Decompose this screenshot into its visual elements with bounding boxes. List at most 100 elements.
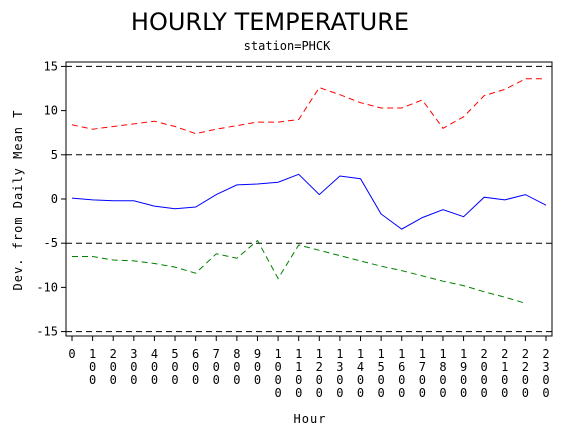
series-line [71,173,547,230]
x-tick-char: 2 [522,347,529,361]
x-tick-char: 2 [542,347,549,361]
x-tick-char: 2 [110,347,117,361]
x-tick-char: 0 [192,373,199,387]
x-tick-char: 1 [439,347,446,361]
x-tick-char: 0 [336,386,343,400]
x-tick-char: 0 [336,373,343,387]
x-tick-char: 0 [254,373,261,387]
x-tick-char: 0 [357,386,364,400]
x-tick-char: 0 [501,373,508,387]
x-tick-label: 0 [68,347,75,361]
x-tick-char: 0 [295,373,302,387]
x-tick-char: 0 [213,360,220,374]
x-tick-char: 1 [378,347,385,361]
x-tick-char: 2 [522,360,529,374]
y-tick-label: -15 [36,325,58,339]
x-tick-char: 0 [501,386,508,400]
x-tick-char: 0 [481,373,488,387]
x-tick-char: 1 [295,360,302,374]
x-tick-char: 0 [89,373,96,387]
x-tick-char: 2 [316,360,323,374]
x-tick-char: 3 [336,360,343,374]
y-tick-label: 0 [51,192,58,206]
y-tick-label: 15 [44,59,58,73]
x-tick-char: 1 [357,347,364,361]
x-tick-char: 1 [295,347,302,361]
x-tick-char: 0 [522,373,529,387]
x-tick-char: 0 [419,386,426,400]
x-tick-char: 0 [151,360,158,374]
y-tick-label: 5 [51,148,58,162]
x-tick-char: 0 [274,386,281,400]
x-tick-char: 0 [398,386,405,400]
x-tick-char: 0 [357,373,364,387]
x-tick-char: 1 [398,347,405,361]
x-tick-char: 9 [460,360,467,374]
x-tick-char: 0 [213,373,220,387]
chart-subtitle: station=PHCK [244,39,331,53]
x-tick-char: 0 [274,360,281,374]
x-tick-char: 0 [316,386,323,400]
x-tick-char: 0 [439,373,446,387]
x-tick-char: 0 [481,360,488,374]
x-tick-char: 1 [316,347,323,361]
x-tick-char: 0 [233,360,240,374]
y-axis-label: Dev. from Daily Mean T [11,110,25,291]
x-tick-char: 1 [274,347,281,361]
x-tick-char: 1 [419,347,426,361]
x-tick-char: 5 [378,360,385,374]
x-tick-char: 2 [481,347,488,361]
x-tick-char: 1 [501,360,508,374]
x-tick-char: 0 [460,386,467,400]
x-tick-char: 4 [151,347,158,361]
x-tick-char: 8 [233,347,240,361]
x-tick-char: 0 [89,360,96,374]
x-tick-char: 0 [419,373,426,387]
x-tick-char: 0 [130,373,137,387]
x-tick-char: 1 [89,347,96,361]
x-tick-char: 5 [171,347,178,361]
x-tick-char: 0 [110,360,117,374]
x-tick-char: 0 [254,360,261,374]
x-tick-char: 0 [171,373,178,387]
x-tick-char: 0 [171,360,178,374]
x-tick-char: 6 [398,360,405,374]
x-tick-char: 0 [398,373,405,387]
x-tick-char: 1 [336,347,343,361]
x-tick-char: 0 [378,386,385,400]
chart-title: HOURLY TEMPERATURE [131,8,409,36]
x-tick-char: 7 [419,360,426,374]
x-tick-char: 0 [481,386,488,400]
x-tick-char: 8 [439,360,446,374]
x-tick-char: 1 [460,347,467,361]
x-tick-char: 0 [295,386,302,400]
x-tick-char: 7 [213,347,220,361]
y-tick-label: 10 [44,104,58,118]
x-tick-char: 0 [151,373,158,387]
x-tick-char: 0 [542,373,549,387]
x-tick-char: 0 [233,373,240,387]
x-tick-char: 0 [316,373,323,387]
x-tick-char: 0 [542,386,549,400]
x-tick-char: 2 [501,347,508,361]
